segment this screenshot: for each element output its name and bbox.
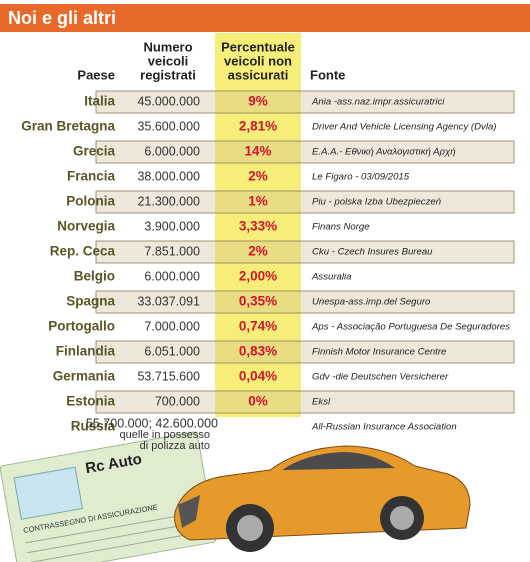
country: Gran Bretagna: [21, 119, 115, 134]
country: Belgio: [74, 269, 115, 284]
title-bar: [0, 4, 530, 32]
country: Finlandia: [56, 344, 116, 359]
column-header: Percentuale: [221, 39, 295, 54]
vehicles: 3.900.000: [144, 219, 200, 233]
source: Aps - Associação Portuguesa De Segurador…: [311, 322, 510, 333]
source: Le Figaro - 03/09/2015: [312, 172, 410, 183]
percent: 2,00%: [239, 269, 277, 284]
country: Germania: [53, 369, 116, 384]
country: Spagna: [66, 294, 115, 309]
percent: 0,83%: [239, 344, 277, 359]
percent: 0,74%: [239, 319, 277, 334]
source: Eksl: [312, 397, 331, 408]
vehicles: 6.051.000: [144, 344, 200, 358]
column-header: assicurati: [228, 67, 289, 82]
column-header: Numero: [143, 39, 192, 54]
source: E.A.A.- Εθνική Αναλογιστική Αρχή: [312, 147, 456, 158]
row-strip: [95, 340, 515, 364]
percent: 2%: [248, 169, 268, 184]
percent: 1%: [248, 194, 268, 209]
vehicles: 7.000.000: [144, 319, 200, 333]
row-strip: [95, 240, 515, 264]
column-header: Fonte: [310, 67, 345, 82]
country: Portogallo: [48, 319, 115, 334]
vehicles: 35.600.000: [137, 119, 200, 133]
vehicles: 6.000.000: [144, 144, 200, 158]
country: Grecia: [73, 144, 116, 159]
row-strip: [95, 140, 515, 164]
vehicles: 21.300.000: [137, 194, 200, 208]
title: Noi e gli altri: [8, 8, 116, 28]
percent: 0%: [248, 394, 268, 409]
vehicles: 45.000.000: [137, 94, 200, 108]
car: [174, 445, 471, 552]
column-header: Paese: [77, 67, 115, 82]
vehicles-note: quelle in possesso: [119, 429, 210, 441]
column-header: veicoli non: [224, 53, 292, 68]
country: Francia: [67, 169, 116, 184]
vehicles-note: 55.700.000; 42.600.000: [86, 416, 218, 430]
source: Driver And Vehicle Licensing Agency (Dvl…: [312, 122, 497, 133]
row-strip: [95, 90, 515, 114]
percent: 3,33%: [239, 219, 277, 234]
vehicles: 33.037.091: [137, 294, 200, 308]
source: Finnish Motor Insurance Centre: [312, 347, 446, 358]
column-header: registrati: [140, 67, 196, 82]
percent: 0,04%: [239, 369, 277, 384]
source: Unespa-ass.imp.del Seguro: [312, 297, 431, 308]
vehicles: 38.000.000: [137, 169, 200, 183]
column-header: veicoli: [148, 53, 188, 68]
country: Estonia: [66, 394, 115, 409]
vehicles: 700.000: [155, 394, 200, 408]
source: Gdv -die Deutschen Versicherer: [312, 372, 449, 383]
percent: 0,35%: [239, 294, 277, 309]
source: Assuralia: [311, 272, 351, 283]
source: Finans Norge: [312, 222, 370, 233]
vehicles: 7.851.000: [144, 244, 200, 258]
vehicles: 6.000.000: [144, 269, 200, 283]
row-strip: [95, 390, 515, 414]
source: Ania -ass.naz.impr.assicuratrici: [311, 97, 445, 108]
percent: 2,81%: [239, 119, 277, 134]
percent: 14%: [244, 144, 271, 159]
insurance-card: Rc Auto CONTRASSEGNO DI ASSICURAZIONE: [0, 431, 217, 562]
percent: 9%: [248, 94, 268, 109]
country: Rep. Ceca: [50, 244, 116, 259]
source: All-Russian Insurance Association: [311, 422, 457, 433]
country: Russia: [71, 419, 116, 434]
country: Italia: [84, 94, 115, 109]
row-strip: [95, 290, 515, 314]
vehicles: 53.715.600: [137, 369, 200, 383]
country: Norvegia: [57, 219, 115, 234]
country: Polonia: [66, 194, 115, 209]
row-strip: [95, 190, 515, 214]
percent: 2%: [248, 244, 268, 259]
vehicles-note: di polizza auto: [140, 440, 210, 452]
source: Cku - Czech Insures Bureau: [312, 247, 433, 258]
source: Piu - polska Izba Ubezpieczeń: [312, 197, 441, 208]
highlight-column: [215, 33, 301, 417]
